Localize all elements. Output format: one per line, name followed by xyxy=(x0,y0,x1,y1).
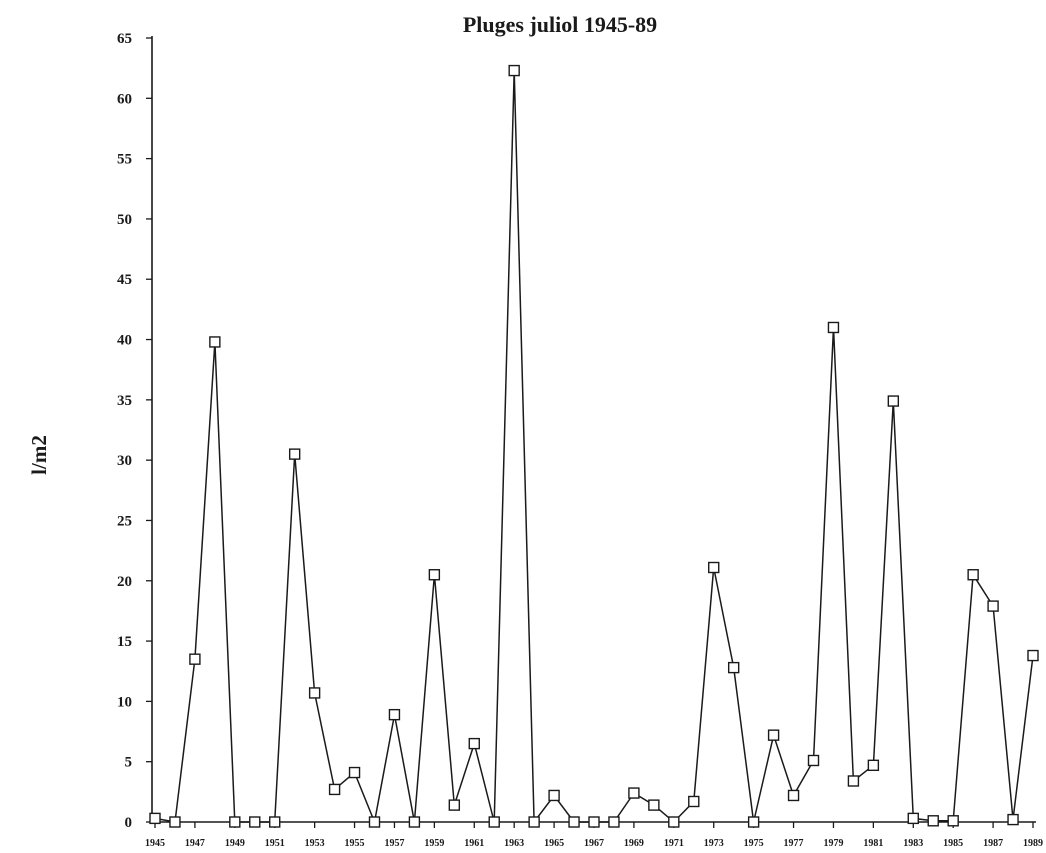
data-point xyxy=(688,795,700,808)
data-markers xyxy=(149,64,1039,828)
data-point xyxy=(628,787,640,799)
data-point xyxy=(588,816,600,828)
x-tick-label: 1985 xyxy=(943,838,963,849)
y-ticks: 0 5 10 15 20 25 30 35 40 45 50 55 60 65 xyxy=(117,31,152,831)
x-tick-label: 1963 xyxy=(504,838,524,849)
data-point xyxy=(249,816,261,828)
x-tick-label: 1955 xyxy=(345,838,365,849)
data-point xyxy=(907,812,919,825)
x-tick-label: 1971 xyxy=(664,838,684,849)
y-tick-label: 45 xyxy=(117,272,132,288)
data-point xyxy=(288,448,301,460)
data-point xyxy=(229,816,241,828)
data-point xyxy=(568,816,580,828)
x-tick-label: 1989 xyxy=(1023,838,1043,849)
data-point xyxy=(368,816,381,828)
data-point xyxy=(348,766,361,779)
data-point xyxy=(747,816,760,828)
y-tick-label: 20 xyxy=(117,574,132,590)
data-point xyxy=(887,395,900,407)
x-tick-label: 1953 xyxy=(305,838,325,849)
x-tick-label: 1979 xyxy=(823,838,843,849)
data-point xyxy=(209,336,221,348)
x-tick-label: 1957 xyxy=(384,838,404,849)
series-line xyxy=(154,70,1034,825)
data-point xyxy=(648,799,660,811)
data-point xyxy=(1027,649,1039,662)
x-tick-label: 1969 xyxy=(624,838,644,849)
data-point xyxy=(827,321,840,334)
y-tick-label: 30 xyxy=(117,453,132,469)
x-tick-label: 1951 xyxy=(265,838,285,849)
data-point xyxy=(987,600,999,612)
data-point xyxy=(947,815,959,827)
y-tick-label: 15 xyxy=(117,634,132,650)
data-point xyxy=(608,816,620,828)
y-tick-label: 40 xyxy=(117,333,132,349)
x-tick-label: 1959 xyxy=(424,838,444,849)
data-point xyxy=(727,661,740,674)
y-tick-label: 65 xyxy=(117,31,132,47)
x-tick-label: 1945 xyxy=(145,838,165,849)
x-tick-label: 1983 xyxy=(903,838,923,849)
data-point xyxy=(807,754,820,767)
data-point xyxy=(149,812,161,825)
x-tick-label: 1961 xyxy=(464,838,484,849)
y-tick-label: 25 xyxy=(117,513,132,529)
data-point xyxy=(967,569,979,581)
data-point xyxy=(428,569,441,581)
data-point xyxy=(308,687,321,699)
data-point xyxy=(668,816,680,828)
y-tick-label: 5 xyxy=(125,755,133,771)
data-point xyxy=(867,759,880,772)
x-ticks: 1945 1947 1949 1951 1953 1955 1957 1959 1961 1963… xyxy=(145,822,1043,849)
data-point xyxy=(847,775,860,787)
data-point xyxy=(169,816,181,828)
data-point xyxy=(787,789,800,802)
y-tick-label: 35 xyxy=(117,393,132,409)
data-point xyxy=(328,783,341,796)
data-point xyxy=(1007,813,1019,826)
data-point xyxy=(448,799,461,811)
data-point xyxy=(708,561,720,574)
y-tick-label: 10 xyxy=(117,694,132,710)
data-point xyxy=(468,737,480,750)
data-point xyxy=(767,729,780,741)
data-point xyxy=(927,815,939,827)
x-tick-label: 1965 xyxy=(544,838,564,849)
data-point xyxy=(508,64,520,77)
x-tick-label: 1981 xyxy=(863,838,883,849)
data-point xyxy=(388,708,401,721)
data-point xyxy=(488,816,500,828)
x-tick-label: 1947 xyxy=(185,838,205,849)
data-point xyxy=(408,816,421,828)
x-tick-label: 1949 xyxy=(225,838,245,849)
data-point xyxy=(548,789,560,802)
data-point xyxy=(189,653,201,665)
y-tick-label: 60 xyxy=(117,91,132,107)
data-point xyxy=(269,816,281,828)
x-tick-label: 1987 xyxy=(983,838,1003,849)
x-tick-label: 1975 xyxy=(744,838,764,849)
x-tick-label: 1973 xyxy=(704,838,724,849)
chart-title: Pluges juliol 1945-89 xyxy=(463,12,657,37)
y-axis-label: l/m2 xyxy=(27,435,51,475)
x-tick-label: 1967 xyxy=(584,838,604,849)
y-tick-label: 0 xyxy=(125,815,133,831)
data-point xyxy=(528,816,540,828)
x-tick-label: 1977 xyxy=(784,838,804,849)
y-tick-label: 50 xyxy=(117,212,132,228)
y-tick-label: 55 xyxy=(117,152,132,168)
